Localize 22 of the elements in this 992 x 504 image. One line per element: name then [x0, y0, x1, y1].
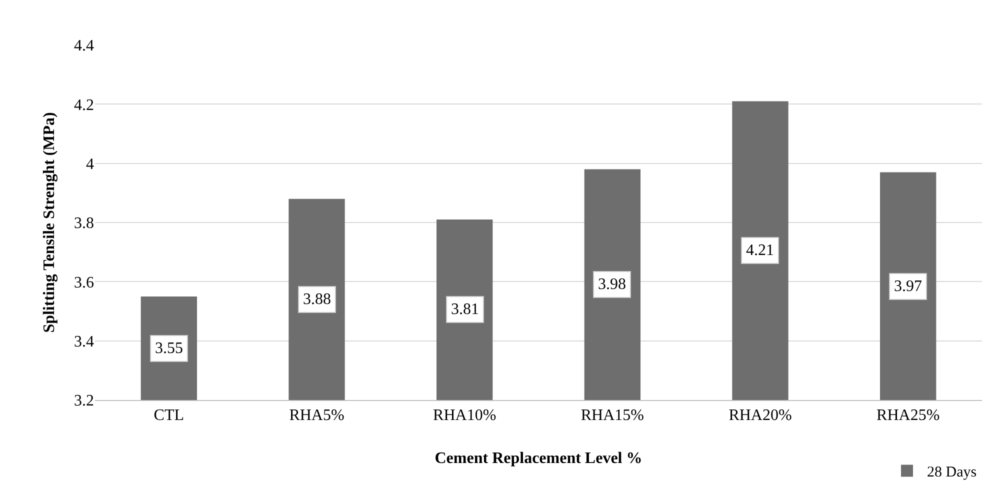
data-label: 3.97	[894, 278, 922, 295]
x-tick-label: CTL	[154, 407, 184, 424]
y-tick-label: 3.6	[74, 274, 94, 292]
x-tick-label: RHA10%	[433, 407, 496, 424]
x-tick-label: RHA25%	[876, 407, 940, 424]
x-axis-title: Cement Replacement Level %	[434, 450, 642, 467]
data-label: 4.21	[746, 242, 774, 259]
x-tick-label: RHA15%	[580, 407, 644, 424]
y-axis-title: Splitting Tensile Strenght (MPa)	[40, 112, 58, 333]
data-label: 3.55	[155, 340, 183, 357]
x-tick-label: RHA20%	[728, 407, 792, 424]
legend-label: 28 Days	[927, 464, 977, 481]
data-label: 3.88	[303, 291, 331, 308]
y-tick-label: 4	[86, 156, 94, 173]
y-tick-label: 3.4	[74, 333, 94, 350]
y-tick-label: 3.8	[74, 215, 94, 232]
data-label: 3.81	[451, 301, 479, 318]
y-tick-label: 3.2	[74, 392, 94, 410]
y-tick-label: 4.4	[74, 38, 94, 55]
x-tick-label: RHA5%	[289, 407, 344, 424]
y-tick-label: 4.2	[74, 96, 94, 114]
data-label: 3.98	[598, 276, 626, 293]
